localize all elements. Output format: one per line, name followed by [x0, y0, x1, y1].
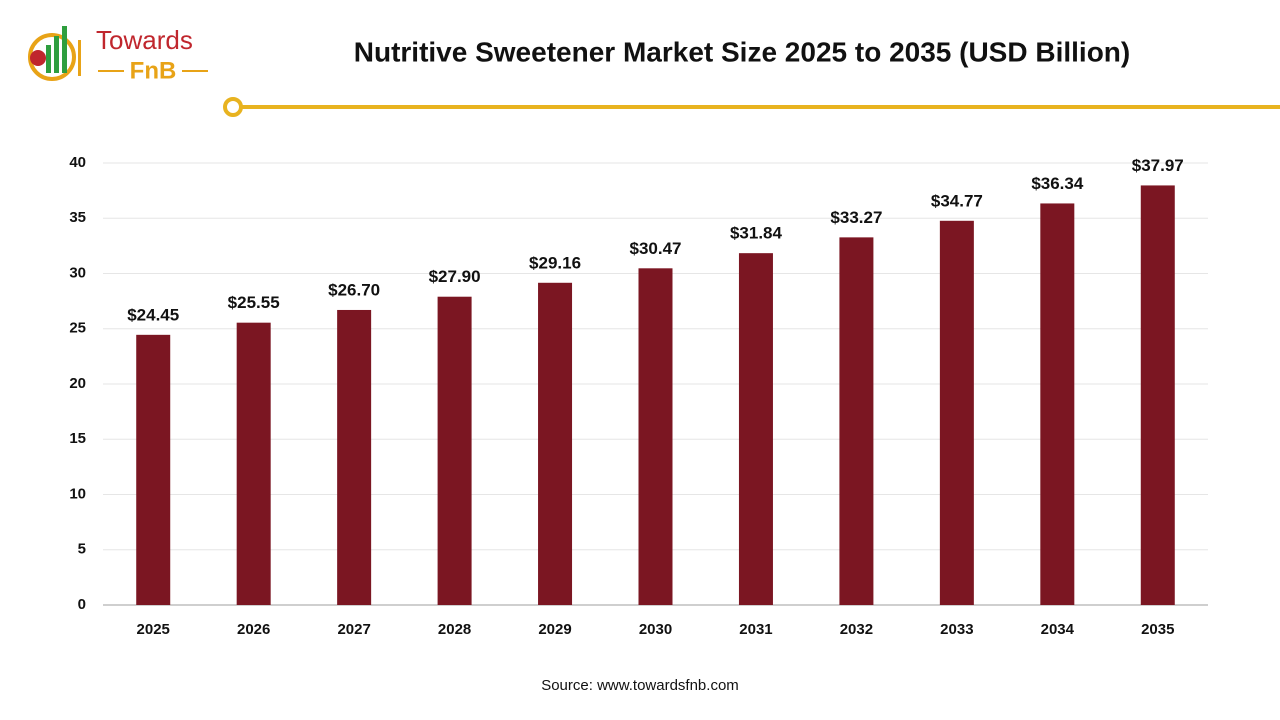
x-tick-label: 2035 [1141, 621, 1174, 638]
x-tick-label: 2034 [1041, 621, 1075, 638]
logo: Towards FnB [28, 25, 208, 84]
data-label: $37.97 [1132, 156, 1184, 175]
bar [538, 282, 573, 605]
source: Source: www.towardsfnb.com [541, 677, 739, 694]
x-tick-label: 2032 [840, 621, 873, 638]
bar [437, 296, 472, 605]
x-tick-label: 2028 [438, 621, 471, 638]
data-label: $31.84 [730, 224, 783, 243]
bar [236, 322, 271, 605]
y-tick-label: 5 [78, 541, 86, 558]
x-tick-label: 2030 [639, 621, 672, 638]
y-tick-label: 30 [69, 264, 86, 281]
y-tick-label: 25 [69, 320, 86, 337]
y-tick-label: 10 [69, 485, 86, 502]
y-tick-label: 15 [69, 430, 86, 447]
bar [839, 237, 874, 605]
bar [337, 309, 372, 605]
y-tick-label: 20 [69, 375, 86, 392]
logo-bar [54, 36, 59, 73]
data-label: $25.55 [228, 293, 280, 312]
data-label: $26.70 [328, 280, 380, 299]
bar [738, 253, 773, 605]
x-tick-label: 2029 [538, 621, 571, 638]
bar [1140, 185, 1175, 605]
data-label: $34.77 [931, 191, 983, 210]
bar [1040, 203, 1075, 605]
data-label: $33.27 [830, 208, 882, 227]
logo-text: FnB [130, 57, 177, 84]
x-tick-label: 2033 [940, 621, 973, 638]
logo-bar [46, 45, 51, 73]
x-tick-label: 2026 [237, 621, 270, 638]
y-tick-label: 40 [69, 154, 86, 171]
logo-bar [62, 26, 67, 73]
logo-ring [28, 33, 76, 81]
bar [136, 334, 171, 605]
bar [638, 268, 673, 605]
logo-fork [78, 40, 81, 76]
x-tick-label: 2027 [337, 621, 370, 638]
logo-text: Towards [96, 25, 193, 55]
data-label: $36.34 [1031, 174, 1084, 193]
data-label: $27.90 [429, 267, 481, 286]
x-tick-label: 2031 [739, 621, 772, 638]
data-label: $30.47 [630, 239, 682, 258]
y-tick-label: 35 [69, 209, 86, 226]
header-dot [223, 97, 243, 117]
y-tick-label: 0 [78, 596, 86, 613]
data-label: $29.16 [529, 253, 581, 272]
chart-title: Nutritive Sweetener Market Size 2025 to … [354, 36, 1130, 67]
x-tick-label: 2025 [137, 621, 170, 638]
logo-dot [30, 50, 46, 66]
data-label: $24.45 [127, 305, 179, 324]
bar [939, 220, 974, 605]
